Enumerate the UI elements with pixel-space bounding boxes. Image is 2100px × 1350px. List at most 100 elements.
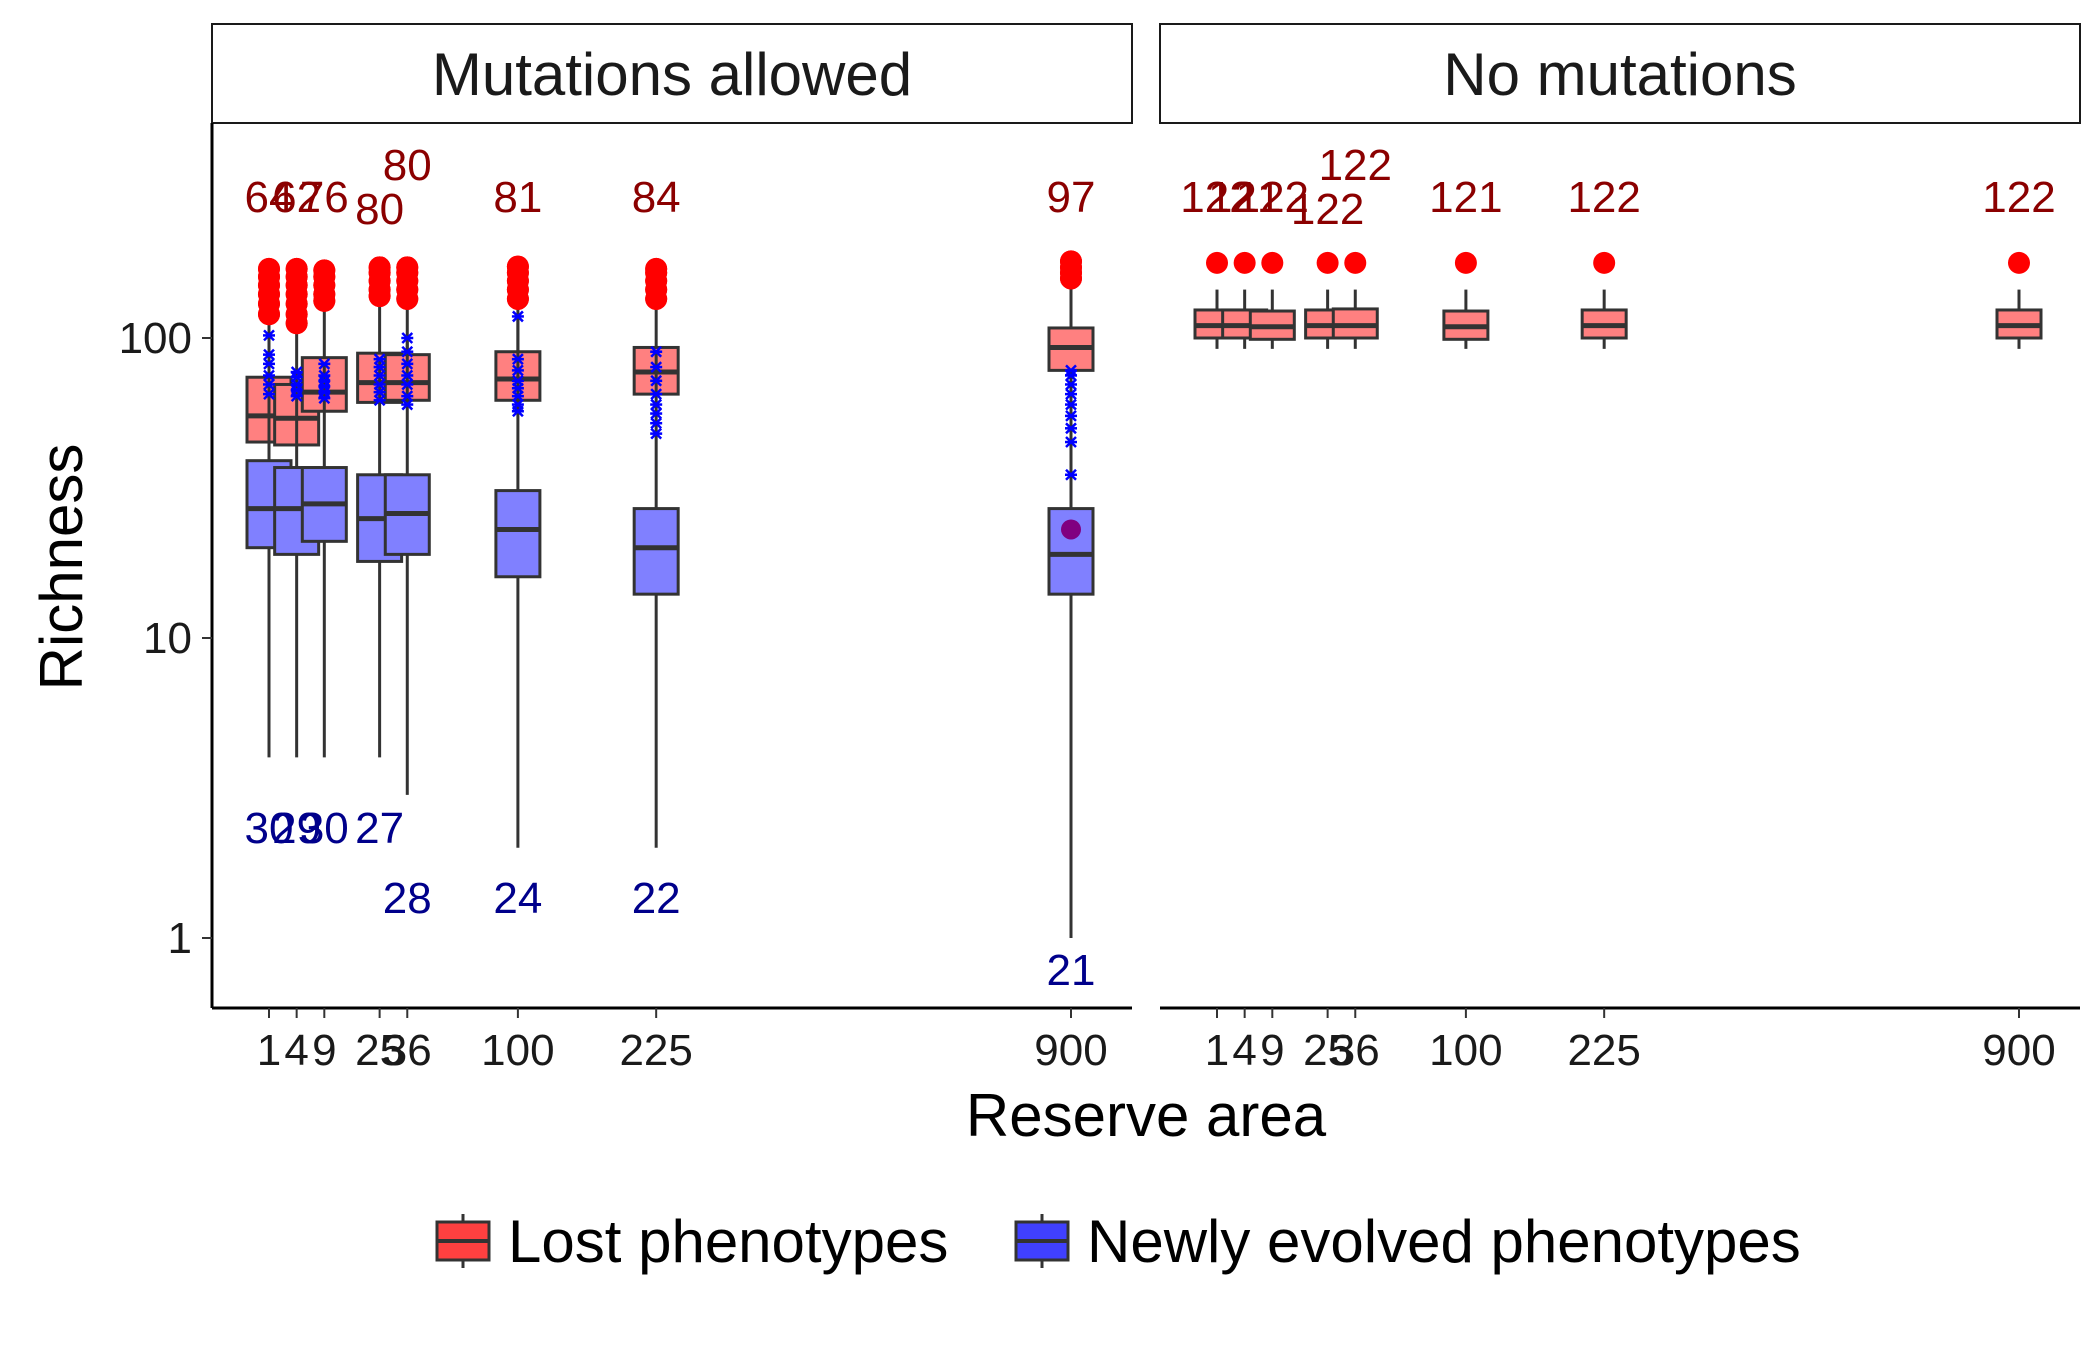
- top-count-label: 81: [493, 173, 542, 222]
- outlier-point: [1065, 388, 1077, 401]
- outlier-point: [263, 369, 275, 382]
- outlier-point: [1065, 422, 1077, 435]
- strip-box: [211, 23, 1133, 124]
- x-tick-label: 225: [619, 1026, 692, 1075]
- outlier-point: [511, 353, 524, 366]
- y-tick-label: 10: [143, 614, 192, 663]
- x-tick-label: 1: [257, 1026, 281, 1075]
- outlier-point: [263, 357, 275, 370]
- outlier-point: [263, 388, 275, 401]
- top-count-label: 97: [1047, 173, 1096, 222]
- x-tick-label: 4: [284, 1026, 308, 1075]
- x-tick-label: 100: [1429, 1026, 1502, 1075]
- top-count-label: 122: [1982, 173, 2055, 222]
- strip-title: No mutations: [1443, 41, 1797, 108]
- mean-point: [1061, 519, 1081, 540]
- outlier-point: [1065, 364, 1077, 377]
- facet-strip-no-mutations: No mutations: [1159, 23, 2081, 124]
- legend-item-lost: Lost phenotypes: [435, 1208, 948, 1275]
- top-count-label: 122: [1319, 141, 1392, 190]
- boxplot: [300, 357, 348, 758]
- outlier-point: [650, 361, 663, 373]
- y-axis: 1 10 100: [119, 123, 214, 1008]
- outlier-point: [511, 310, 524, 323]
- outlier-point: [1316, 251, 1339, 274]
- strip-box: [1159, 23, 2081, 124]
- facet-strip-mutations-allowed: Mutations allowed: [211, 23, 1133, 124]
- x-axis-title: Reserve area: [966, 1082, 1327, 1149]
- top-count-label: 122: [1567, 173, 1640, 222]
- outlier-point: [318, 369, 331, 382]
- boxplot: [1995, 251, 2043, 349]
- outlier-point: [650, 427, 663, 440]
- outlier-point: [650, 388, 663, 401]
- bottom-count-label: 30: [300, 804, 349, 853]
- outlier-point: [258, 257, 280, 280]
- outlier-point: [401, 369, 414, 382]
- y-tick-label: 1: [168, 914, 192, 963]
- outlier-point: [1593, 251, 1616, 274]
- outlier-point: [650, 374, 663, 387]
- x-tick-label: 900: [1034, 1026, 1107, 1075]
- outlier-point: [263, 348, 275, 361]
- x-tick-label: 25: [355, 1026, 404, 1075]
- x-tick-label: 4: [1232, 1026, 1256, 1075]
- legend-label-lost: Lost phenotypes: [508, 1208, 948, 1275]
- outlier-point: [401, 357, 414, 370]
- outlier-point: [511, 374, 524, 387]
- outlier-point: [1344, 251, 1367, 274]
- box: [494, 489, 542, 579]
- x-tick-label: 36: [1331, 1026, 1380, 1075]
- outlier-point: [1060, 250, 1082, 273]
- y-tick-label: 100: [119, 314, 192, 363]
- outlier-point: [401, 378, 414, 391]
- outlier-point: [263, 329, 275, 342]
- boxplot: [1580, 251, 1628, 349]
- top-count-label: 62: [272, 173, 321, 222]
- outlier-point: [1261, 251, 1284, 274]
- outlier-point: [650, 417, 663, 430]
- outlier-point: [650, 398, 663, 411]
- x-tick-label: 9: [1260, 1026, 1284, 1075]
- outlier-point: [401, 390, 414, 403]
- outlier-point: [650, 407, 663, 420]
- top-count-label: 122: [1180, 173, 1253, 222]
- outlier-point: [373, 353, 386, 366]
- outlier-point: [1065, 378, 1077, 391]
- legend-label-new: Newly evolved phenotypes: [1087, 1208, 1801, 1275]
- bottom-count-label: 24: [493, 874, 542, 923]
- top-count-label: 122: [1291, 185, 1364, 234]
- top-count-label: 121: [1429, 173, 1502, 222]
- x-tick-label: 36: [383, 1026, 432, 1075]
- strip-title: Mutations allowed: [432, 41, 912, 108]
- bottom-count-label: 30: [245, 804, 294, 853]
- bottom-count-label: 27: [355, 804, 404, 853]
- x-tick-label: 225: [1567, 1026, 1640, 1075]
- boxplot: [383, 332, 431, 795]
- top-count-label: 121: [1208, 173, 1281, 222]
- x-tick-label: 100: [481, 1026, 554, 1075]
- top-count-label: 80: [383, 141, 432, 190]
- outlier-point: [368, 256, 391, 279]
- bottom-count-label: 29: [272, 804, 321, 853]
- x-tick-label: 9: [312, 1026, 336, 1075]
- boxplot: [1331, 251, 1379, 349]
- outlier-point: [396, 256, 419, 279]
- boxplot: [1047, 364, 1095, 938]
- outlier-point: [1065, 410, 1077, 422]
- outlier-point: [401, 332, 414, 344]
- outlier-point: [2008, 251, 2030, 274]
- boxplot: [1248, 251, 1296, 349]
- boxplot: [632, 345, 680, 848]
- bottom-count-label: 21: [1047, 946, 1096, 995]
- top-count-label: 80: [355, 185, 404, 234]
- outlier-point: [318, 357, 331, 370]
- outlier-point: [1233, 251, 1256, 274]
- outlier-point: [373, 378, 386, 391]
- outlier-point: [1065, 468, 1077, 481]
- outlier-point: [290, 366, 303, 378]
